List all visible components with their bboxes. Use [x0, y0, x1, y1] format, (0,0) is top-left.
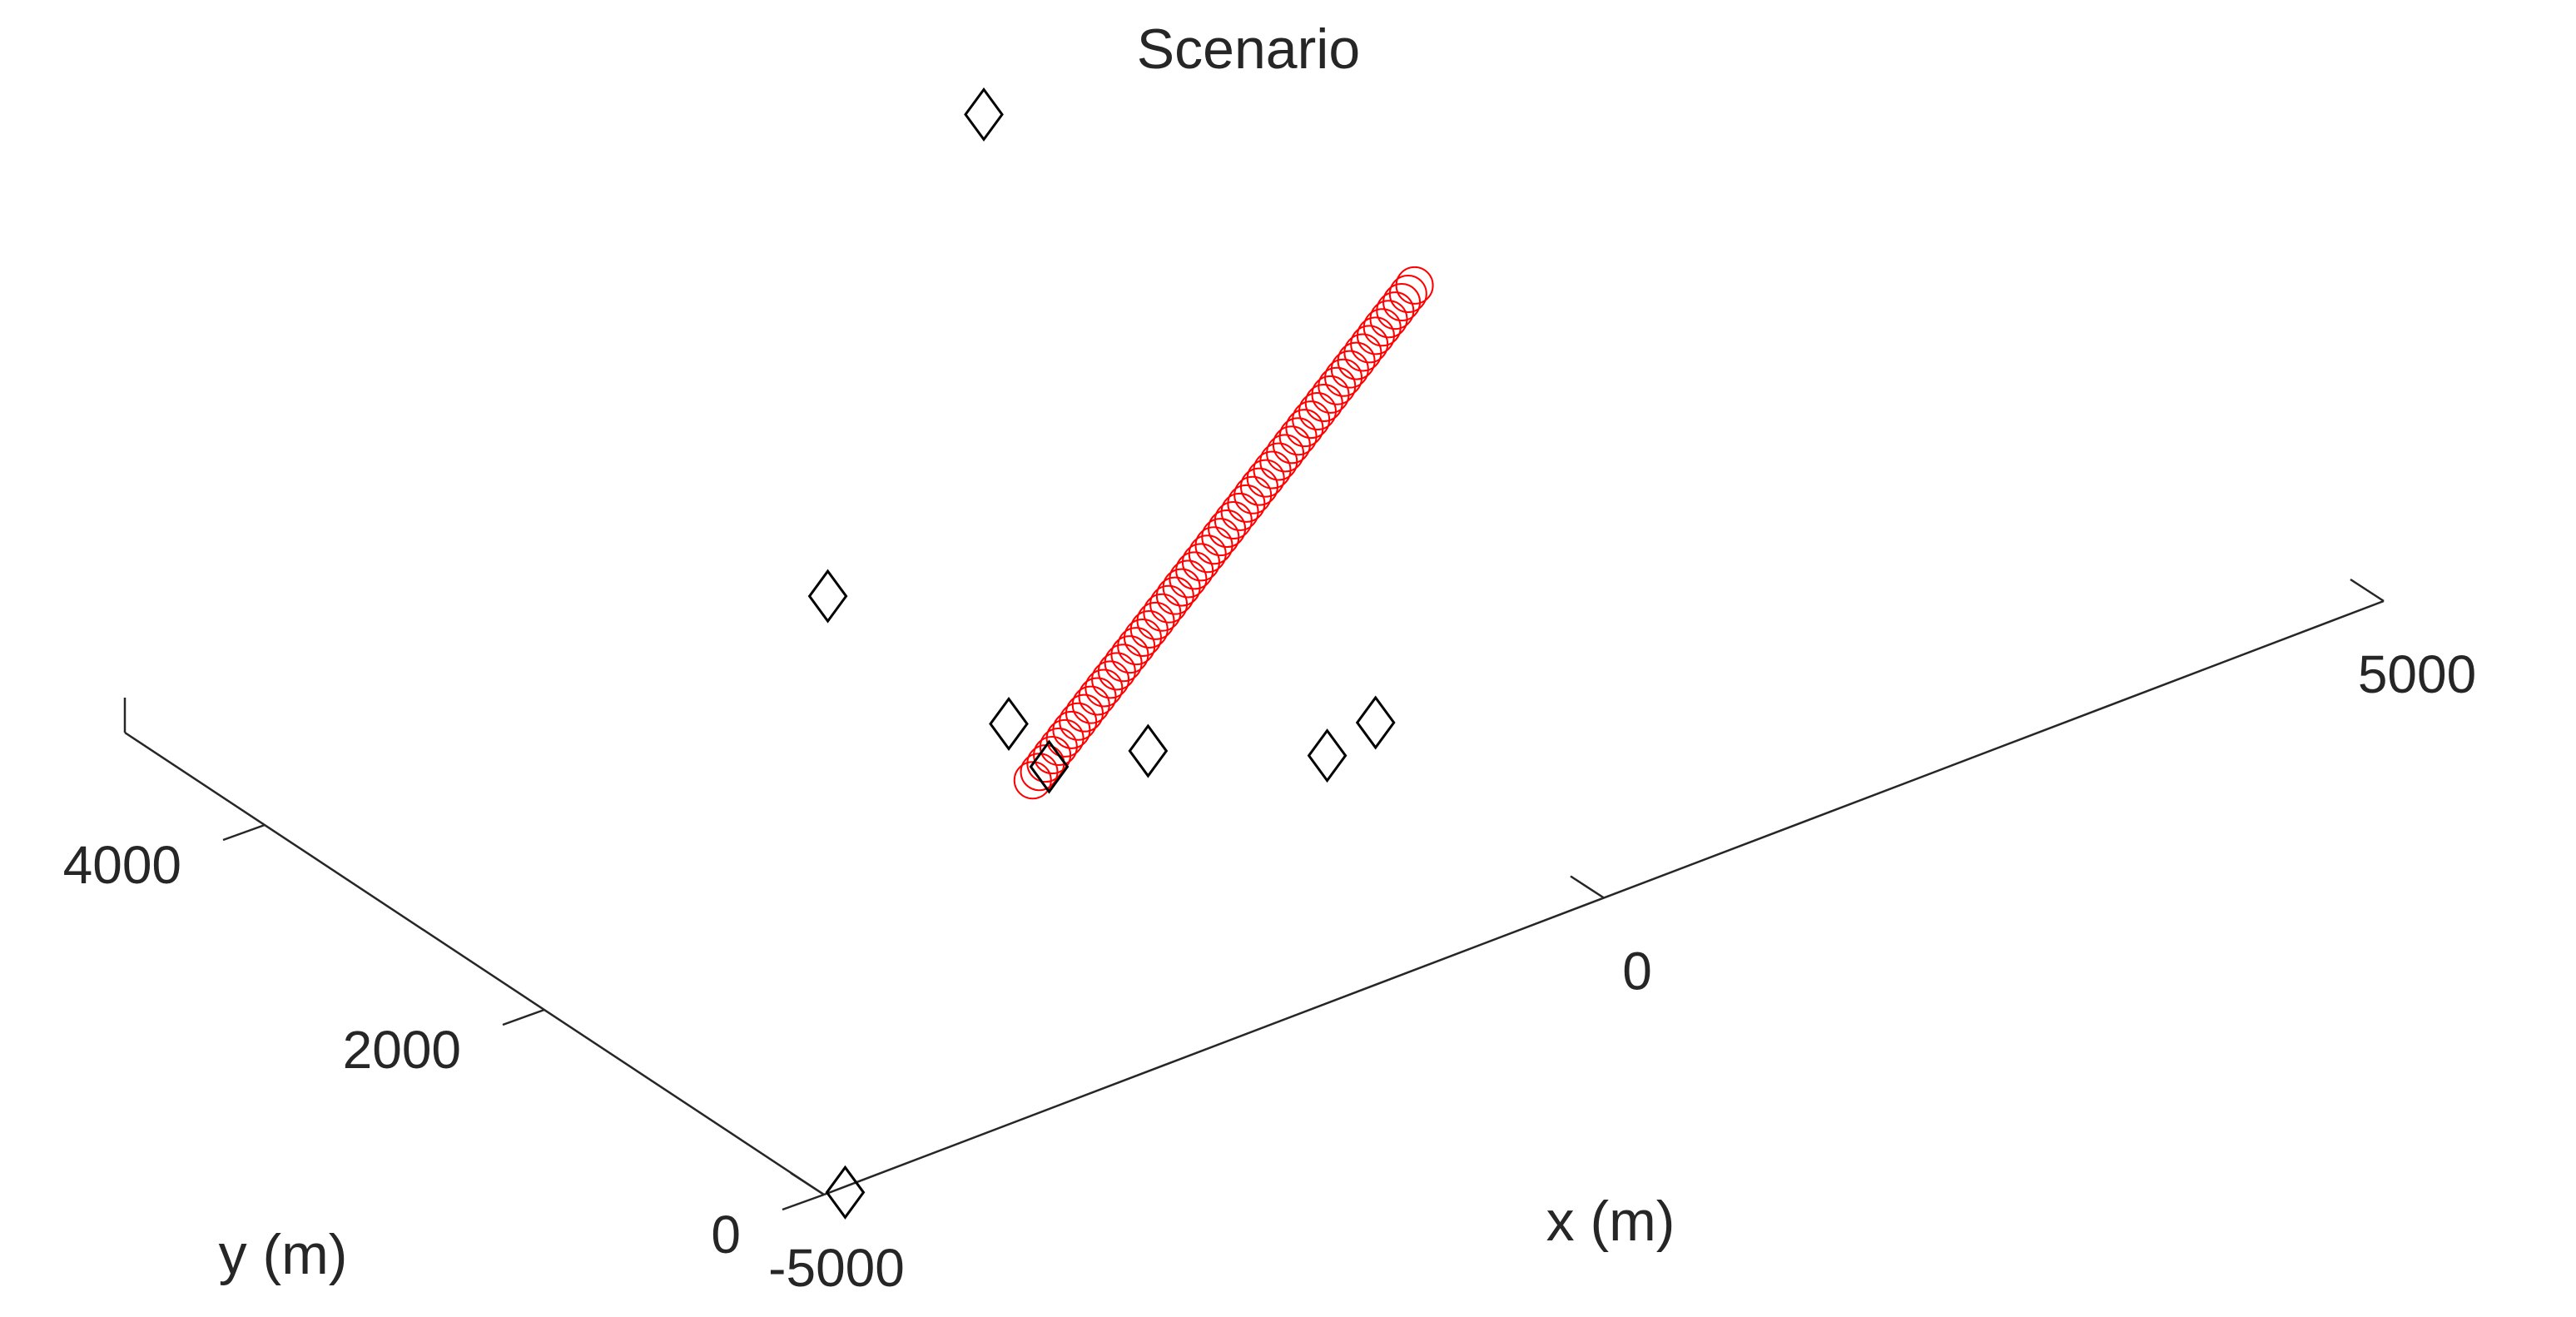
- red-circle-point: [1136, 601, 1175, 640]
- y-tick: [782, 1193, 825, 1211]
- red-circle-point: [1330, 350, 1369, 389]
- red-circle-point: [1110, 635, 1149, 674]
- diamond-point: [1355, 695, 1396, 750]
- red-circle-point: [1045, 718, 1085, 758]
- y-tick-label: 4000: [63, 835, 181, 895]
- red-circle-point: [1149, 584, 1189, 624]
- red-circle-point: [1155, 576, 1194, 615]
- y-tick: [502, 1008, 545, 1026]
- tick-marks: [222, 578, 2385, 1211]
- red-circle-point: [1181, 543, 1220, 582]
- red-circle-point: [1097, 652, 1136, 691]
- red-circle-point: [1233, 475, 1273, 514]
- red-circle-point: [1266, 434, 1305, 473]
- red-circle-series: [1013, 266, 1434, 800]
- red-circle-point: [1337, 341, 1376, 380]
- red-circle-point: [1194, 526, 1233, 565]
- red-circle-point: [1214, 500, 1253, 539]
- red-circle-point: [1175, 551, 1214, 590]
- diamond-point: [989, 696, 1029, 752]
- red-circle-point: [1162, 568, 1201, 607]
- diamond-point: [825, 1165, 866, 1220]
- red-circle-point: [1169, 559, 1208, 599]
- tick-labels: -5000 0 5000 0 2000 4000: [63, 644, 2477, 1298]
- black-diamond-series: [807, 87, 1396, 1220]
- red-circle-point: [1311, 375, 1350, 414]
- diamond-point: [964, 87, 1004, 142]
- red-circle-point: [1278, 417, 1318, 456]
- x-tick-label: 5000: [2358, 644, 2476, 704]
- x-axis-label: x (m): [1546, 1190, 1675, 1253]
- red-circle-point: [1369, 300, 1408, 339]
- red-circle-point: [1129, 609, 1169, 649]
- red-circle-point: [1343, 333, 1382, 372]
- diamond-point: [1029, 739, 1070, 794]
- red-circle-point: [1123, 619, 1162, 658]
- red-circle-point: [1085, 668, 1124, 708]
- red-circle-point: [1298, 392, 1337, 431]
- red-circle-point: [1272, 425, 1311, 465]
- diamond-point: [1307, 728, 1348, 783]
- red-circle-point: [1020, 753, 1059, 792]
- red-circle-point: [1318, 366, 1357, 405]
- x-tick: [790, 1171, 825, 1196]
- red-circle-point: [1356, 316, 1395, 355]
- red-circle-point: [1208, 509, 1247, 549]
- y-tick: [222, 823, 266, 842]
- y-tick-label: 2000: [343, 1020, 461, 1080]
- red-circle-point: [1285, 409, 1324, 448]
- red-circle-point: [1350, 325, 1389, 364]
- red-circle-point: [1220, 492, 1259, 531]
- red-circle-point: [1052, 710, 1091, 749]
- diamond-point: [807, 569, 848, 624]
- y-axis-line: [124, 731, 825, 1196]
- red-circle-point: [1395, 266, 1434, 305]
- red-circle-point: [1362, 308, 1402, 347]
- x-tick: [1570, 875, 1605, 899]
- axes: [123, 599, 2385, 1196]
- red-circle-point: [1227, 484, 1266, 523]
- red-circle-point: [1104, 644, 1143, 683]
- red-circle-point: [1253, 450, 1292, 490]
- red-circle-point: [1292, 400, 1331, 440]
- red-circle-point: [1382, 283, 1422, 322]
- y-axis-label: y (m): [219, 1223, 348, 1286]
- red-circle-point: [1239, 467, 1278, 506]
- red-circle-point: [1065, 693, 1104, 733]
- x-tick-label: -5000: [768, 1238, 905, 1298]
- x-tick: [2350, 578, 2385, 603]
- red-circle-point: [1143, 593, 1182, 632]
- x-tick-label: 0: [1622, 942, 1652, 1001]
- red-circle-point: [1376, 291, 1415, 330]
- red-circle-point: [1388, 274, 1427, 313]
- red-circle-point: [1117, 627, 1156, 666]
- red-circle-point: [1259, 442, 1298, 481]
- chart-title: Scenario: [1137, 17, 1360, 81]
- red-circle-point: [1324, 358, 1363, 397]
- red-circle-point: [1188, 534, 1227, 574]
- red-circle-point: [1059, 702, 1098, 741]
- red-circle-point: [1091, 660, 1130, 699]
- red-circle-point: [1071, 685, 1110, 724]
- diamond-point: [1128, 723, 1169, 778]
- red-circle-point: [1201, 518, 1240, 557]
- red-circle-point: [1304, 383, 1343, 422]
- red-circle-point: [1078, 677, 1117, 716]
- y-tick-label: 0: [711, 1205, 741, 1265]
- red-circle-point: [1246, 459, 1285, 498]
